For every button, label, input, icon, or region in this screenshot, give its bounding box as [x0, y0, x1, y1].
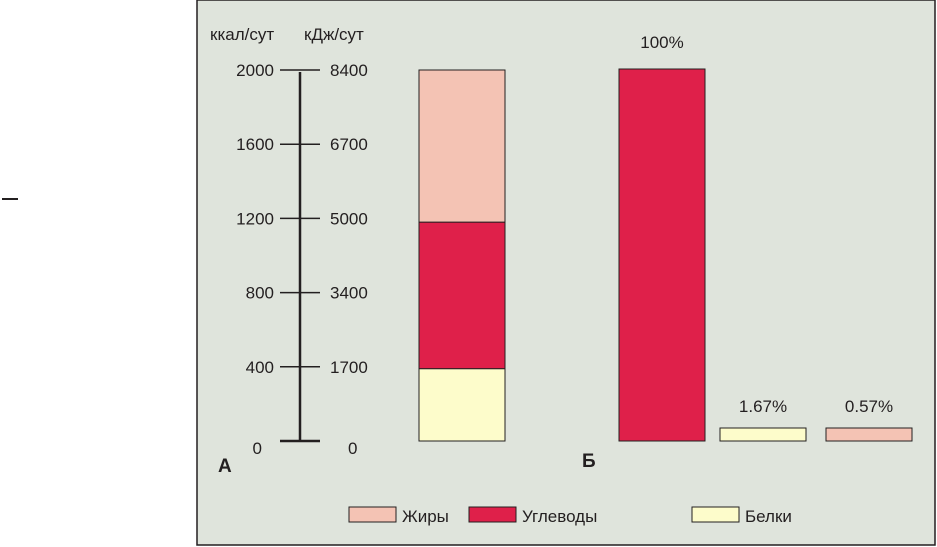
y-tick-label-kj: 6700: [330, 135, 368, 154]
percent-bar-label: 100%: [640, 33, 683, 52]
panel-a-stacked-bar: [418, 69, 506, 442]
y-tick-label-kcal: 1200: [236, 209, 274, 228]
percent-bar-label: 0.57%: [845, 397, 893, 416]
y-tick-label-kcal: 1600: [236, 135, 274, 154]
y-tick-label-kj: 8400: [330, 61, 368, 80]
y-tick-label-kj: 0: [348, 439, 357, 458]
stack-segment: [418, 221, 506, 370]
legend-label: Белки: [745, 507, 792, 526]
legend-swatch: [691, 506, 740, 523]
y-tick-label-kj: 5000: [330, 209, 368, 228]
panel-b-bars: 100% 1.67% 0.57%: [618, 33, 913, 442]
percent-bar-label: 1.67%: [739, 397, 787, 416]
panel-b-label: Б: [582, 451, 596, 472]
percent-bar: [825, 427, 913, 442]
legend-label: Углеводы: [522, 507, 597, 526]
y-axis-ticks: 2000 8400 1600 6700 1200 5000 800 3400 400 1700 0 0: [236, 61, 368, 458]
panel-a-label: А: [218, 456, 232, 477]
stack-segment: [418, 69, 506, 223]
right-axis-unit: кДж/сут: [304, 25, 364, 44]
y-tick-label-kcal: 0: [253, 439, 262, 458]
legend-label: Жиры: [402, 507, 449, 526]
y-tick-label-kcal: 800: [246, 284, 274, 303]
y-tick-label-kj: 3400: [330, 284, 368, 303]
legend-swatch: [468, 506, 517, 523]
chart-background: [196, 0, 936, 546]
stack-segment: [418, 368, 506, 442]
left-axis-unit: ккал/сут: [210, 25, 274, 44]
side-dash-mark: [2, 198, 18, 200]
percent-bar: [618, 68, 706, 442]
y-tick-label-kcal: 400: [246, 358, 274, 377]
legend: Жиры Углеводы Белки: [348, 506, 792, 526]
y-tick-label-kj: 1700: [330, 358, 368, 377]
y-tick-label-kcal: 2000: [236, 61, 274, 80]
legend-swatch: [348, 506, 397, 523]
percent-bar: [719, 427, 807, 442]
